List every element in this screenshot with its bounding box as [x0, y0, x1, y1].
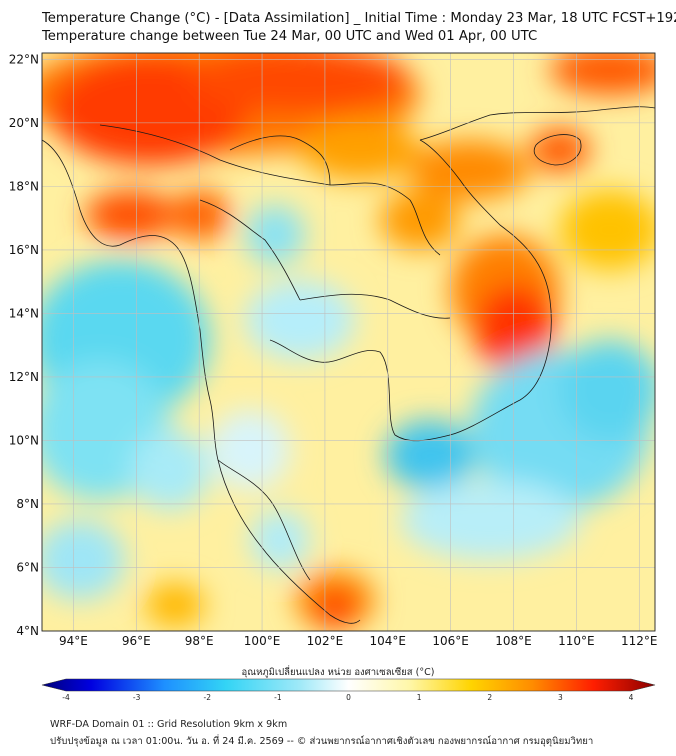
- lat-label: 20°N: [9, 116, 39, 130]
- lon-label: 112°E: [621, 634, 658, 648]
- longitude-labels: 94°E 96°E 98°E 100°E 102°E 104°E 106°E 108°E 110…: [59, 634, 658, 648]
- lon-label: 108°E: [495, 634, 532, 648]
- colorbar-tick: 0: [346, 693, 351, 702]
- colorbar-tick: 3: [558, 693, 563, 702]
- lat-label: 12°N: [9, 370, 39, 384]
- map-frame: [41, 52, 656, 632]
- lat-label: 18°N: [9, 179, 39, 193]
- coastlines: [42, 106, 655, 624]
- lon-label: 104°E: [370, 634, 407, 648]
- footer-grid-info: WRF-DA Domain 01 :: Grid Resolution 9km …: [50, 719, 288, 730]
- lat-label: 10°N: [9, 433, 39, 447]
- colorbar-tick: 4: [629, 693, 634, 702]
- lat-label: 8°N: [16, 497, 39, 511]
- map-subtitle: Temperature change between Tue 24 Mar, 0…: [42, 29, 538, 44]
- lat-label: 6°N: [16, 560, 39, 574]
- lat-label: 16°N: [9, 243, 39, 257]
- colorbar-tick: -1: [274, 693, 282, 702]
- lon-label: 94°E: [59, 634, 88, 648]
- lon-label: 100°E: [244, 634, 281, 648]
- colorbar-tick: -2: [204, 693, 212, 702]
- lat-label: 22°N: [9, 52, 39, 66]
- lon-label: 106°E: [432, 634, 469, 648]
- colorbar-bar: [41, 678, 656, 692]
- latitude-labels: 22°N 20°N 18°N 16°N 14°N 12°N 10°N 8°N 6°N 4°N: [9, 52, 39, 638]
- colorbar-label: อุณหภูมิเปลี่ยนแปลง หน่วย องศาเซลเซียส (…: [241, 667, 435, 678]
- colorbar-tick: -3: [133, 693, 141, 702]
- lon-label: 110°E: [558, 634, 595, 648]
- lat-label: 14°N: [9, 306, 39, 320]
- lat-label: 4°N: [16, 624, 39, 638]
- colorbar-ticks: -4 -3 -2 -1 0 1 2 3 4: [62, 693, 633, 702]
- map-title: Temperature Change (°C) - [Data Assimila…: [42, 11, 676, 26]
- colorbar-tick: -4: [62, 693, 70, 702]
- footer-update-info: ปรับปรุงข้อมูล ณ เวลา 01:00น. วัน อ. ที่…: [50, 736, 594, 747]
- colorbar: -4 -3 -2 -1 0 1 2 3 4: [41, 678, 656, 702]
- lon-label: 96°E: [122, 634, 151, 648]
- colorbar-tick: 2: [487, 693, 492, 702]
- lon-label: 98°E: [185, 634, 214, 648]
- colorbar-tick: 1: [417, 693, 422, 702]
- lon-label: 102°E: [307, 634, 344, 648]
